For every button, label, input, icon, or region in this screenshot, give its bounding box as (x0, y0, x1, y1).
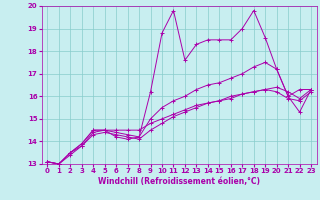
X-axis label: Windchill (Refroidissement éolien,°C): Windchill (Refroidissement éolien,°C) (98, 177, 260, 186)
